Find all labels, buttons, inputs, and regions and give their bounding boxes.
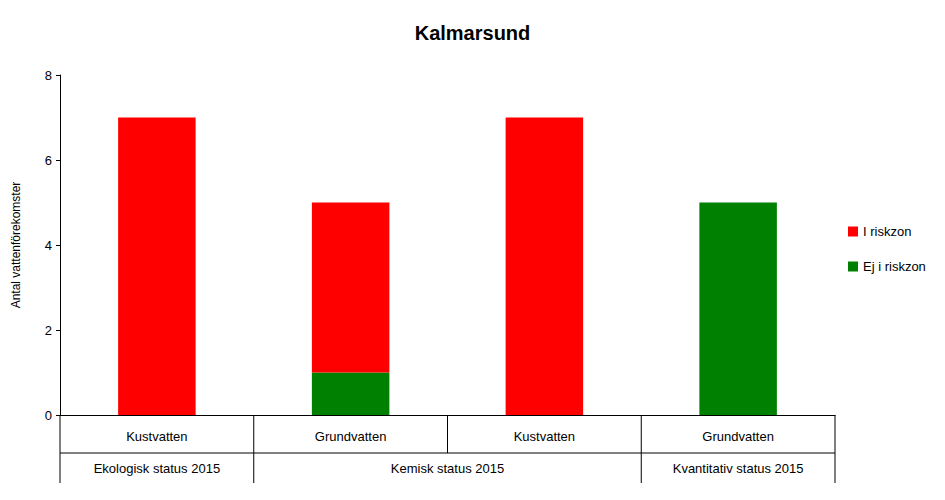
svg-text:2: 2 <box>45 323 52 338</box>
svg-text:Antal vattenförekomster: Antal vattenförekomster <box>9 182 23 309</box>
svg-text:Grundvatten: Grundvatten <box>702 429 774 444</box>
svg-text:6: 6 <box>45 153 52 168</box>
svg-text:Kalmarsund: Kalmarsund <box>415 22 531 44</box>
svg-text:8: 8 <box>45 68 52 83</box>
svg-text:Kustvatten: Kustvatten <box>126 429 187 444</box>
svg-text:Grundvatten: Grundvatten <box>315 429 387 444</box>
svg-text:Ej i riskzon: Ej i riskzon <box>863 259 926 274</box>
svg-text:Kvantitativ status 2015: Kvantitativ status 2015 <box>673 461 804 476</box>
svg-text:Kustvatten: Kustvatten <box>514 429 575 444</box>
svg-text:I riskzon: I riskzon <box>863 224 911 239</box>
svg-text:0: 0 <box>45 408 52 423</box>
svg-text:Ekologisk status 2015: Ekologisk status 2015 <box>94 461 220 476</box>
svg-text:Kemisk status 2015: Kemisk status 2015 <box>391 461 504 476</box>
svg-text:4: 4 <box>45 238 52 253</box>
